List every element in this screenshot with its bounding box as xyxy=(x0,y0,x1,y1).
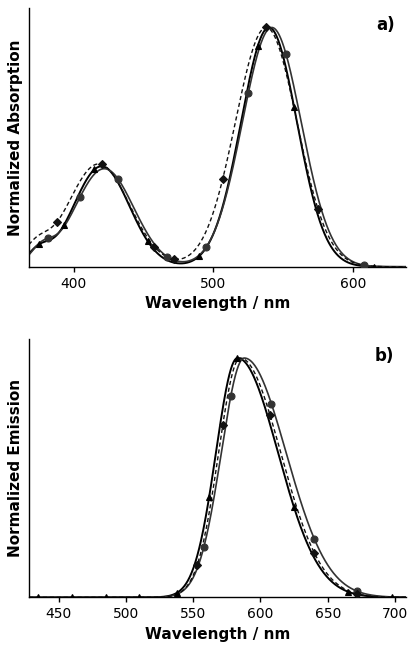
Y-axis label: Normalized Emission: Normalized Emission xyxy=(8,379,23,557)
X-axis label: Wavelength / nm: Wavelength / nm xyxy=(145,627,290,642)
Y-axis label: Normalized Absorption: Normalized Absorption xyxy=(8,40,23,236)
Text: a): a) xyxy=(376,16,395,34)
X-axis label: Wavelength / nm: Wavelength / nm xyxy=(145,296,290,311)
Text: b): b) xyxy=(375,346,395,365)
